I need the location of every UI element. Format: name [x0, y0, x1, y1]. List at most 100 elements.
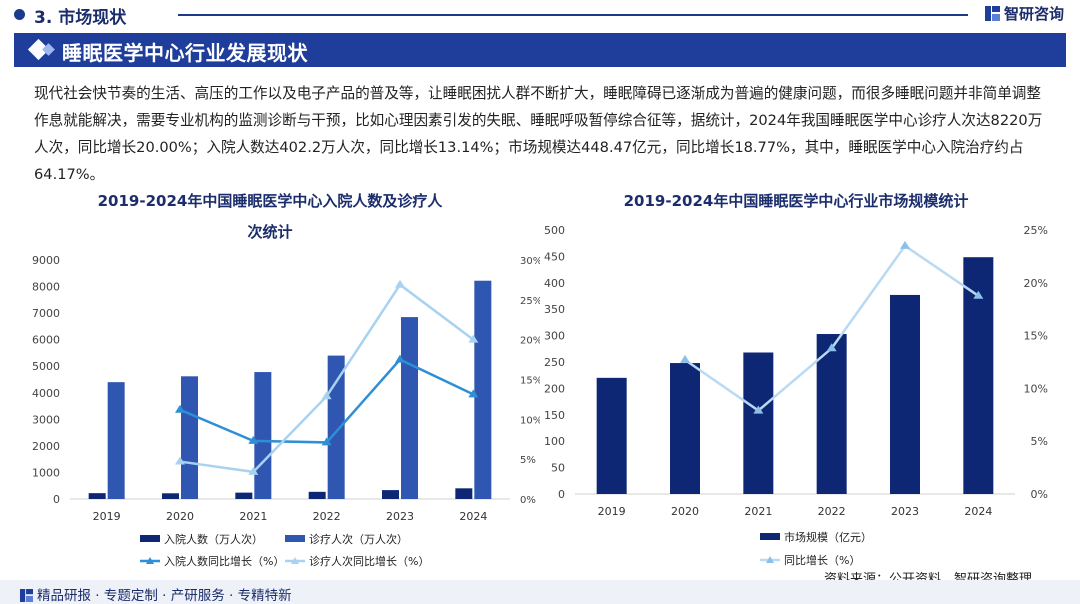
- top-bar: 3. 市场现状 智研咨询: [0, 0, 1080, 30]
- x-tick-label: 2020: [671, 505, 699, 518]
- title-banner: 睡眠医学中心行业发展现状: [14, 33, 1066, 67]
- left-axis-tick: 9000: [32, 254, 60, 267]
- right-axis-tick: 15%: [1024, 330, 1048, 343]
- left-axis-tick: 250: [544, 356, 565, 369]
- left-axis-tick: 0: [53, 493, 60, 506]
- x-tick-label: 2022: [818, 505, 846, 518]
- chart-title-line2: 次统计: [247, 223, 292, 241]
- legend-marker-icon: [291, 557, 299, 564]
- left-axis-tick: 450: [544, 250, 565, 263]
- line-point-marker: [753, 405, 764, 414]
- left-axis-tick: 150: [544, 409, 565, 422]
- intro-paragraph: 现代社会快节奏的生活、高压的工作以及电子产品的普及等，让睡眠困扰人群不断扩大，睡…: [34, 85, 1043, 183]
- bar-market-size-2022: [816, 334, 847, 494]
- x-tick-label: 2019: [598, 505, 626, 518]
- top-divider: [178, 14, 968, 16]
- right-axis-tick: 20%: [1024, 277, 1048, 290]
- brand-name: 智研咨询: [1004, 5, 1065, 23]
- bar-market-size-2019: [596, 377, 627, 494]
- right-axis-tick: 0%: [520, 495, 536, 506]
- bar-admissions-2019: [88, 493, 106, 499]
- chart-title: 2019-2024年中国睡眠医学中心行业市场规模统计: [624, 192, 969, 210]
- section-label: 3. 市场现状: [34, 8, 127, 28]
- right-axis-tick: 5%: [1031, 435, 1048, 448]
- bar-visits-2021: [254, 372, 272, 499]
- left-axis-tick: 2000: [32, 440, 60, 453]
- x-tick-label: 2021: [239, 510, 267, 523]
- bar-admissions-2022: [308, 491, 326, 499]
- footer-logo-icon: [20, 589, 33, 602]
- right-axis-tick: 0%: [1031, 488, 1048, 501]
- legend-label: 同比增长（%）: [784, 553, 860, 567]
- left-axis-tick: 400: [544, 277, 565, 290]
- left-axis-tick: 1000: [32, 466, 60, 479]
- line-point-marker: [248, 435, 259, 444]
- footer-text: 精品研报 · 专题定制 · 产研服务 · 专精特新: [37, 588, 292, 604]
- chart-title-line1: 2019-2024年中国睡眠医学中心入院人数及诊疗人: [98, 192, 444, 210]
- x-tick-label: 2019: [93, 510, 121, 523]
- left-axis-tick: 0: [558, 488, 565, 501]
- brand-logo-icon: [985, 6, 1000, 21]
- bar-visits-2023: [401, 317, 418, 499]
- left-axis-tick: 6000: [32, 334, 60, 347]
- line-point-marker: [395, 279, 405, 288]
- bar-visits-2019: [107, 382, 125, 499]
- left-axis-tick: 8000: [32, 281, 60, 294]
- legend-label: 入院人数同比增长（%）: [164, 554, 284, 568]
- left-axis-tick: 500: [544, 224, 565, 237]
- x-tick-label: 2023: [891, 505, 919, 518]
- line-point-marker: [321, 391, 332, 400]
- bullet-dot-icon: [14, 9, 25, 20]
- left-axis-tick: 100: [544, 435, 565, 448]
- left-axis-tick: 200: [544, 382, 565, 395]
- right-axis-tick: 10%: [1024, 382, 1048, 395]
- left-axis-tick: 4000: [32, 387, 60, 400]
- footer-bar: 精品研报 · 专题定制 · 产研服务 · 专精特新: [0, 580, 1080, 604]
- bar-market-size-2020: [670, 363, 700, 494]
- x-tick-label: 2024: [459, 510, 487, 523]
- bar-admissions-2021: [235, 492, 253, 499]
- legend-label: 市场规模（亿元）: [784, 530, 872, 544]
- right-axis-tick: 25%: [1024, 224, 1048, 237]
- bar-visits-2024: [474, 280, 492, 499]
- line-admissions-growth: [179, 358, 474, 444]
- x-tick-label: 2021: [744, 505, 772, 518]
- right-axis-tick: 15%: [520, 376, 540, 387]
- bar-admissions-2024: [455, 488, 473, 499]
- right-axis-tick: 5%: [520, 455, 536, 466]
- line-point-marker: [175, 404, 185, 413]
- line-point-marker: [973, 290, 984, 299]
- legend-swatch: [285, 535, 305, 542]
- left-axis-tick: 350: [544, 303, 565, 316]
- left-axis-tick: 7000: [32, 307, 60, 320]
- bar-market-size-2023: [890, 294, 920, 494]
- legend-marker-icon: [146, 557, 154, 564]
- line-point-marker: [395, 354, 405, 363]
- line-point-marker: [826, 343, 837, 352]
- legend-label: 诊疗人次（万人次）: [309, 532, 408, 546]
- banner-title: 睡眠医学中心行业发展现状: [62, 41, 308, 65]
- right-axis-tick: 10%: [520, 415, 540, 426]
- footer-services: 精品研报 · 专题定制 · 产研服务 · 专精特新: [20, 584, 292, 604]
- legend-label: 诊疗人次同比增长（%）: [309, 554, 429, 568]
- brand-logo: 智研咨询: [985, 3, 1064, 24]
- line-point-marker: [175, 456, 185, 465]
- bar-admissions-2020: [162, 493, 179, 499]
- left-axis-tick: 5000: [32, 360, 60, 373]
- right-axis-tick: 20%: [520, 336, 540, 347]
- line-point-marker: [248, 466, 259, 475]
- left-axis-tick: 300: [544, 330, 565, 343]
- bar-visits-2020: [181, 376, 198, 499]
- legend-marker-icon: [766, 556, 774, 563]
- legend-label: 入院人数（万人次）: [164, 532, 263, 546]
- line-point-marker: [468, 334, 479, 343]
- line-point-marker: [680, 354, 690, 363]
- line-point-marker: [321, 437, 332, 446]
- x-tick-label: 2020: [166, 510, 194, 523]
- bar-market-size-2021: [743, 352, 774, 494]
- line-point-marker: [468, 389, 479, 398]
- bar-admissions-2023: [382, 490, 399, 499]
- line-point-marker: [900, 240, 910, 249]
- legend-swatch: [140, 535, 160, 542]
